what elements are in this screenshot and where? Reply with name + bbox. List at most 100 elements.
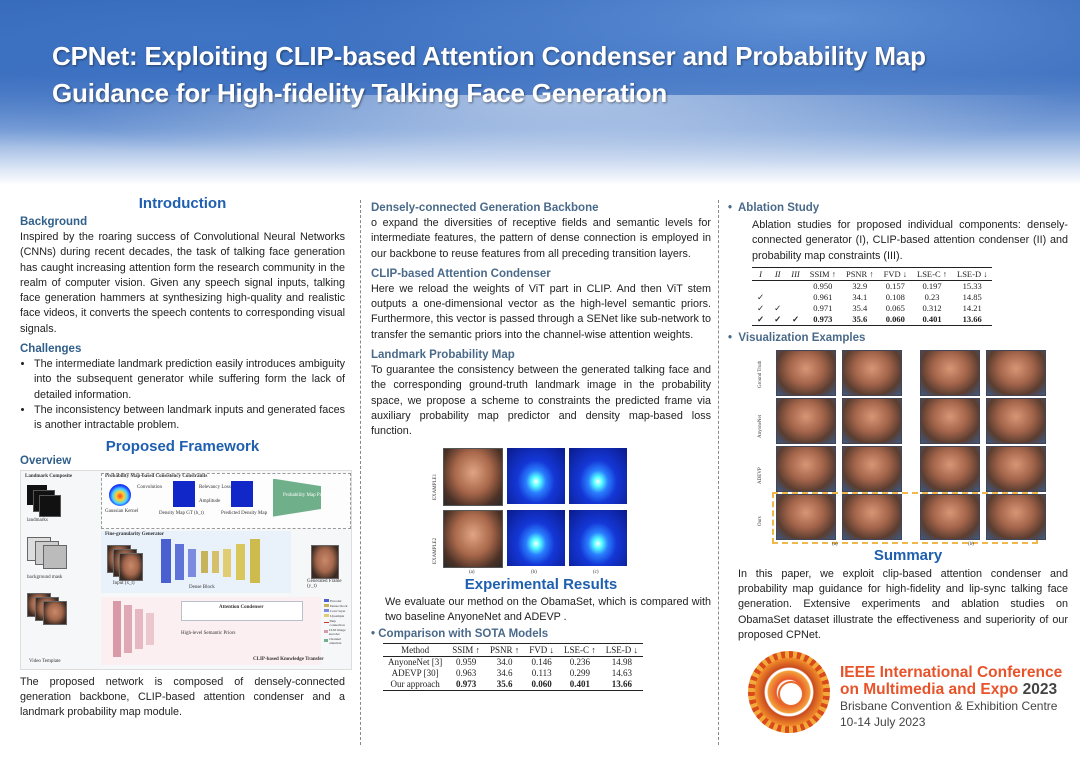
table-row: AnyoneNet [3] 0.959 34.0 0.146 0.236 14.… [383,657,643,669]
conference-name-line1: IEEE International Conference [840,664,1063,681]
dense-title: Densely-connected Generation Backbone [371,202,599,214]
table-cell: 0.197 [922,280,942,291]
vis-col-label: (b) [968,541,974,547]
table-header: III [786,266,805,281]
vis-frame [986,397,1046,444]
table-cell: 14.85 [962,291,982,302]
summary-heading: Summary [873,546,943,564]
challenges-list: The intermediate landmark prediction eas… [20,357,345,433]
diagram-label: background mask [27,574,63,580]
table-header: SSIM ↑ [804,266,841,281]
table-cell: AnyoneNet [3] [388,657,443,668]
results-text: We evaluate our method on the ObamaSet, … [385,595,711,623]
vis-row-label: Ground Truth [758,360,763,388]
vis-frame [920,349,980,396]
visualization-title-text: Visualization Examples [738,331,866,344]
example-face [443,447,503,506]
table-cell: ✓ [752,313,770,326]
column-divider [360,200,361,745]
table-cell: 0.950 [813,280,833,291]
diagram-label: Dense Block [189,584,215,590]
vis-frame [776,493,836,540]
vis-frame [920,493,980,540]
table-cell: ✓ [757,291,765,302]
table-cell: ADEVP [30] [391,668,439,679]
probability-figure: EXAMPLE1 EXAMPLE2 (a) (b) (c) [371,446,711,578]
vis-frame [920,397,980,444]
challenge-item: The inconsistency between landmark input… [34,403,345,434]
legend-label: Dense block [330,603,348,608]
ablation-table: I II III SSIM ↑ PSNR ↑ FVD ↓ LSE-C ↑ LSE… [752,266,993,326]
diagram-label: Probability Map-based Consistency Constr… [105,473,208,479]
density-map [569,447,627,504]
table-header: LSE-D ↓ [600,643,644,658]
diagram-label: Convolution [137,484,163,490]
table-cell: 14.21 [962,302,982,313]
density-map [569,509,627,566]
header-banner [0,0,1080,185]
diagram-label: landmarks [27,517,48,523]
ablation-title: • Ablation Study [728,202,820,214]
background-text: Inspired by the roaring success of Convo… [20,231,345,335]
vis-frame [776,349,836,396]
overview-title: Overview [20,454,72,467]
table-row: ✓ ✓ ✓ 0.973 35.6 0.060 0.401 13.66 [752,313,993,326]
legend-label: Encoder [330,598,342,603]
table-cell: 0.065 [885,302,905,313]
table-row: ✓ 0.961 34.1 0.108 0.23 14.85 [752,292,992,303]
table-cell: ✓ [757,302,765,313]
table-cell: 0.108 [885,291,905,302]
diagram-label: Density Map GT (h_t) [159,510,204,516]
table-cell: Our approach [383,679,448,692]
table-cell: 0.312 [922,302,942,313]
diagram-label: Video Template [29,658,61,664]
conference-venue: Brisbane Convention & Exhibition Centre [840,699,1058,713]
table-row: ✓ ✓ 0.971 35.4 0.065 0.312 14.21 [752,303,992,314]
table-cell: 32.9 [852,280,868,291]
table-cell [752,280,769,292]
conference-name-line2: on Multimedia and Expo 2023 [840,681,1065,698]
background-title: Background [20,216,88,228]
vis-frame [920,445,980,492]
overview-text: The proposed network is composed of dens… [20,675,345,719]
clip-text: Here we reload the weights of ViT part i… [371,282,711,341]
conference-logo [748,651,830,733]
table-cell: 0.971 [813,302,833,313]
table-header: SSIM ↑ [447,643,485,658]
table-cell: 0.401 [912,313,952,326]
conference-name-text: on Multimedia and Expo [840,681,1023,698]
table-cell: 0.157 [885,280,905,291]
intro-heading: Introduction [138,195,227,212]
legend-label: Upsample [330,613,345,618]
table-cell: 34.1 [852,291,868,302]
figure-col-label: (b) [531,569,537,575]
diagram-label: Amplitude [199,498,221,504]
diagram-label: Landmark Composite [25,473,73,479]
table-row: 0.950 32.9 0.157 0.197 15.33 [752,280,992,292]
figure-col-label: (a) [469,569,475,575]
sota-title-text: Comparison with SOTA Models [378,628,549,641]
vis-frame [776,397,836,444]
diagram-label: Input (x_t) [113,580,135,586]
left-column: Introduction Background Inspired by the … [20,195,352,720]
landmark-title: Landmark Probability Map [371,349,515,362]
challenges-title: Challenges [20,343,82,356]
example-face [443,509,503,568]
table-header: LSE-C ↑ [912,266,952,281]
table-cell: 13.66 [600,679,644,692]
table-cell: 0.973 [447,679,485,692]
legend-label: Channel attention [329,636,342,645]
diagram-label: Probability Map Predictor [283,492,336,498]
table-cell: 0.973 [804,313,841,326]
vis-frame [842,397,902,444]
sota-title: • Comparison with SOTA Models [371,628,549,641]
results-heading: Experimental Results [464,575,618,593]
table-row: ADEVP [30] 0.963 34.6 0.113 0.299 14.63 [383,668,643,679]
table-cell [786,292,805,303]
diagram-label: Relevancy Loss [199,484,231,490]
challenge-item: The intermediate landmark prediction eas… [34,357,345,403]
table-header: PSNR ↑ [840,266,879,281]
legend-label: CLIP image encoder [328,627,346,636]
figure-col-label: (c) [593,569,599,575]
table-cell: 13.66 [952,313,993,326]
